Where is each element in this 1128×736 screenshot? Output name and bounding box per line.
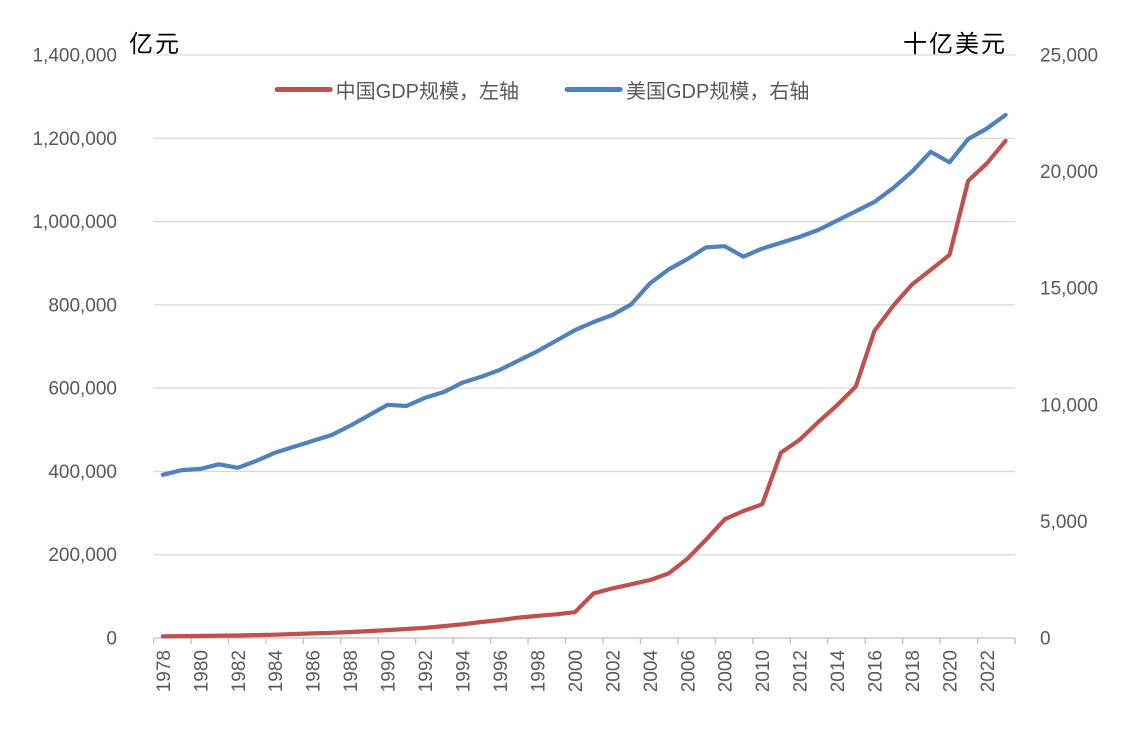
legend-swatch-us-gdp: [565, 87, 623, 92]
x-axis-year-label: 1996: [491, 650, 512, 692]
x-axis-year-label: 2012: [791, 650, 812, 692]
x-axis-year-label: 1998: [528, 650, 549, 692]
x-axis-year-label: 1980: [191, 650, 212, 692]
right-axis-tick-label: 0: [1040, 629, 1051, 650]
series-line-us-gdp: [160, 112, 1008, 477]
legend-swatch-china-gdp: [274, 87, 333, 92]
left-axis-tick-label: 1,000,000: [32, 212, 117, 233]
x-axis-year-label: 1984: [266, 650, 287, 693]
x-axis-year-label: 2018: [903, 650, 924, 692]
left-axis-tick-label: 200,000: [48, 545, 117, 566]
x-axis-year-label: 2008: [716, 650, 737, 692]
x-axis-year-label: 2020: [940, 650, 961, 692]
left-axis-tick-label: 1,200,000: [32, 129, 117, 150]
legend-label-us-gdp: 美国GDP规模，右轴: [626, 81, 810, 103]
x-axis-year-label: 1988: [341, 650, 362, 692]
x-axis-year-label: 1990: [379, 650, 400, 692]
x-axis-year-label: 1994: [454, 650, 475, 693]
legend: 中国GDP规模，左轴 美国GDP规模，右轴: [274, 75, 809, 104]
x-axis-year-label: 1982: [229, 650, 250, 692]
legend-item-china-gdp: 中国GDP规模，左轴: [274, 75, 519, 104]
right-axis-tick-label: 5,000: [1040, 512, 1088, 533]
right-axis-tick-label: 15,000: [1040, 279, 1098, 300]
legend-label-china-gdp: 中国GDP规模，左轴: [335, 81, 519, 103]
x-axis-year-label: 1978: [154, 650, 175, 692]
left-axis-tick-label: 600,000: [48, 379, 117, 400]
x-axis-year-label: 1986: [304, 650, 325, 692]
series-line-china-gdp: [160, 138, 1008, 639]
left-axis-title: 亿元: [129, 32, 181, 58]
x-axis-year-label: 2022: [978, 650, 999, 692]
right-axis-tick-label: 20,000: [1040, 162, 1098, 183]
x-axis-year-label: 1992: [416, 650, 437, 692]
left-axis-tick-label: 800,000: [48, 295, 117, 316]
left-axis-tick-label: 400,000: [48, 462, 117, 483]
legend-item-us-gdp: 美国GDP规模，右轴: [565, 75, 809, 104]
x-axis-year-label: 2000: [566, 650, 587, 692]
x-axis-year-label: 2010: [753, 650, 774, 692]
left-axis-tick-label: 0: [106, 629, 117, 650]
x-axis-year-label: 2006: [678, 650, 699, 692]
x-axis-year-label: 2016: [866, 650, 887, 692]
right-axis-tick-label: 25,000: [1040, 46, 1098, 67]
right-axis-title: 十亿美元: [903, 32, 1007, 58]
right-axis-tick-label: 10,000: [1040, 395, 1098, 416]
x-axis-year-label: 2014: [828, 650, 849, 693]
left-axis-tick-label: 1,400,000: [32, 46, 117, 67]
x-axis-year-label: 2002: [603, 650, 624, 692]
x-axis-year-label: 2004: [641, 650, 662, 693]
